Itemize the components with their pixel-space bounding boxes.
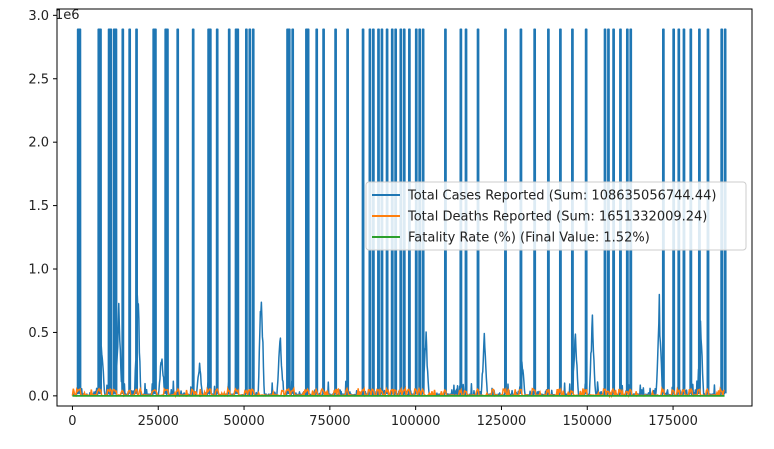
y-axis: 0.0 0.5 1.0 1.5 2.0 2.5 3.0 [28,9,57,404]
series-lines [71,28,727,399]
legend-entry: Total Deaths Reported (Sum: 1651332009.2… [407,210,707,225]
x-tick-label: 125000 [477,414,527,429]
y-tick-label: 2.5 [28,72,49,87]
x-tick-label: 150000 [562,414,612,429]
legend-entry: Total Cases Reported (Sum: 108635056744.… [407,189,716,204]
y-tick-label: 1.5 [28,199,49,214]
x-axis: 0 25000 50000 75000 100000 125000 150000 175000 [68,406,698,429]
legend-box [365,181,747,251]
x-tick-label: 50000 [223,414,264,429]
x-tick-label: 25000 [138,414,179,429]
plot-frame [56,8,753,407]
legend-entry: Fatality Rate (%) (Final Value: 1.52%) [408,231,650,246]
legend: Total Cases Reported (Sum: 108635056744.… [365,181,747,251]
x-tick-label: 0 [68,414,76,429]
x-tick-label: 75000 [309,414,350,429]
y-axis-offset-label: 1e6 [55,8,80,23]
x-tick-label: 175000 [648,414,698,429]
plot-area [71,28,727,399]
y-tick-label: 2.0 [28,136,49,151]
y-tick-label: 0.0 [28,389,49,404]
y-tick-label: 1.0 [28,263,49,278]
y-tick-label: 3.0 [28,9,49,24]
x-tick-label: 100000 [391,414,441,429]
y-tick-label: 0.5 [28,326,49,341]
